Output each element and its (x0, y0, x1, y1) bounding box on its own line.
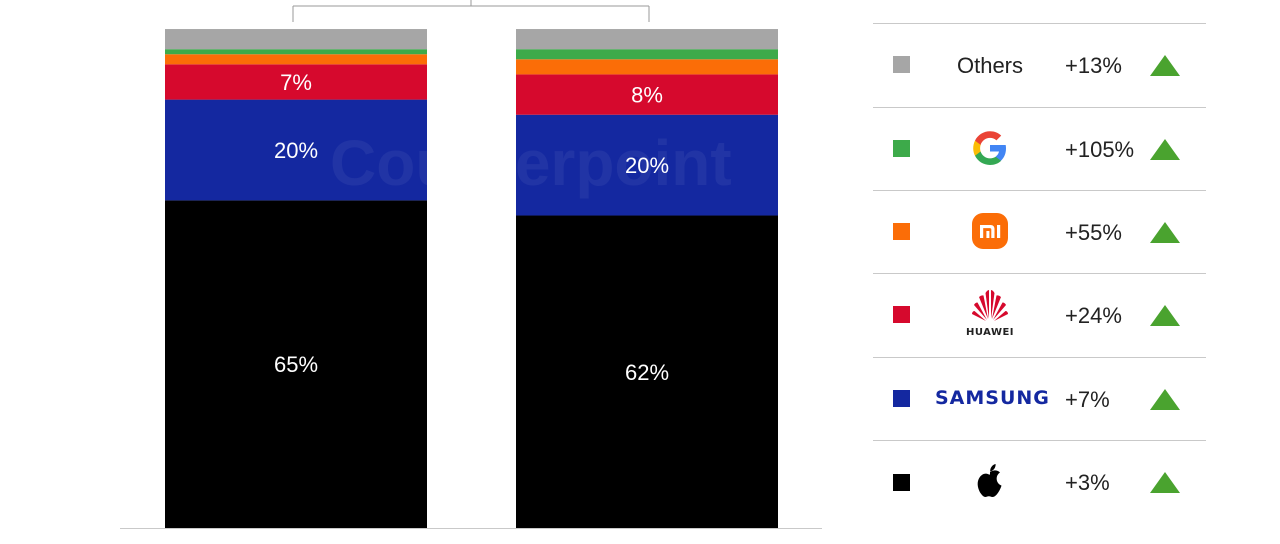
legend-swatch-xiaomi (893, 223, 910, 240)
legend-divider (873, 190, 1206, 191)
legend-change-xiaomi: +55% (1065, 220, 1122, 245)
bar-segment-others-2 (516, 29, 778, 50)
legend-row-xiaomi: +55% (873, 191, 1206, 274)
legend-swatch-samsung (893, 390, 910, 407)
data-label-apple-2: 62% (625, 360, 669, 385)
legend-row-huawei: HUAWEI +24% (873, 274, 1206, 357)
apple-logo-icon (935, 461, 1045, 506)
legend-swatch-others (893, 56, 910, 73)
data-label-huawei-2: 8% (631, 83, 663, 108)
legend-swatch-apple (893, 474, 910, 491)
legend-divider (873, 23, 1206, 24)
legend-swatch-huawei (893, 306, 910, 323)
data-label-samsung-2: 20% (625, 153, 669, 178)
data-label-huawei-1: 7% (280, 70, 312, 95)
legend-row-google: +105% (873, 108, 1206, 191)
legend-change-google: +105% (1065, 137, 1135, 162)
triangle-up-icon (1150, 305, 1180, 326)
bar-segment-others-1 (165, 29, 427, 50)
google-logo-icon (935, 126, 1045, 175)
legend-brand-others: Others (956, 53, 1024, 78)
bar-segment-apple-1 (165, 200, 427, 528)
triangle-up-icon (1150, 55, 1180, 76)
legend-row-apple: +3% (873, 441, 1206, 527)
legend-divider (873, 357, 1206, 358)
bar-segment-google-1 (165, 49, 427, 55)
labels-layer: 65% 20% 7% 62% 20% 8% (274, 70, 669, 385)
watermark-logo: Counterpoint (330, 127, 732, 199)
xiaomi-logo-icon (935, 213, 1045, 254)
bar-segment-google-2 (516, 49, 778, 60)
huawei-wordmark: HUAWEI (965, 327, 1015, 338)
data-label-samsung-1: 20% (274, 138, 318, 163)
legend-swatch-google (893, 140, 910, 157)
legend-divider (873, 273, 1206, 274)
bar-segment-samsung-2 (516, 114, 778, 216)
legend-divider (873, 440, 1206, 441)
legend-change-huawei: +24% (1065, 303, 1122, 328)
huawei-logo-icon: HUAWEI (935, 288, 1045, 338)
bars-layer (165, 29, 778, 528)
legend-row-others: Others +13% (873, 24, 1206, 107)
legend-change-samsung: +7% (1065, 387, 1110, 412)
triangle-up-icon (1150, 389, 1180, 410)
bar-segment-xiaomi-2 (516, 59, 778, 75)
bracket-connector (292, 0, 650, 22)
legend-row-samsung: SAMSUNG +7% (873, 358, 1206, 441)
legend-change-others: +13% (1065, 53, 1122, 78)
triangle-up-icon (1150, 222, 1180, 243)
data-label-apple-1: 65% (274, 352, 318, 377)
bar-segment-apple-2 (516, 215, 778, 528)
bar-segment-huawei-2 (516, 74, 778, 115)
legend-change-apple: +3% (1065, 470, 1110, 495)
legend-divider (873, 107, 1206, 108)
bar-segment-samsung-1 (165, 99, 427, 201)
bar-segment-xiaomi-1 (165, 54, 427, 65)
triangle-up-icon (1150, 472, 1180, 493)
legend-brand-samsung: SAMSUNG (935, 387, 1050, 409)
bar-segment-huawei-1 (165, 64, 427, 100)
triangle-up-icon (1150, 139, 1180, 160)
